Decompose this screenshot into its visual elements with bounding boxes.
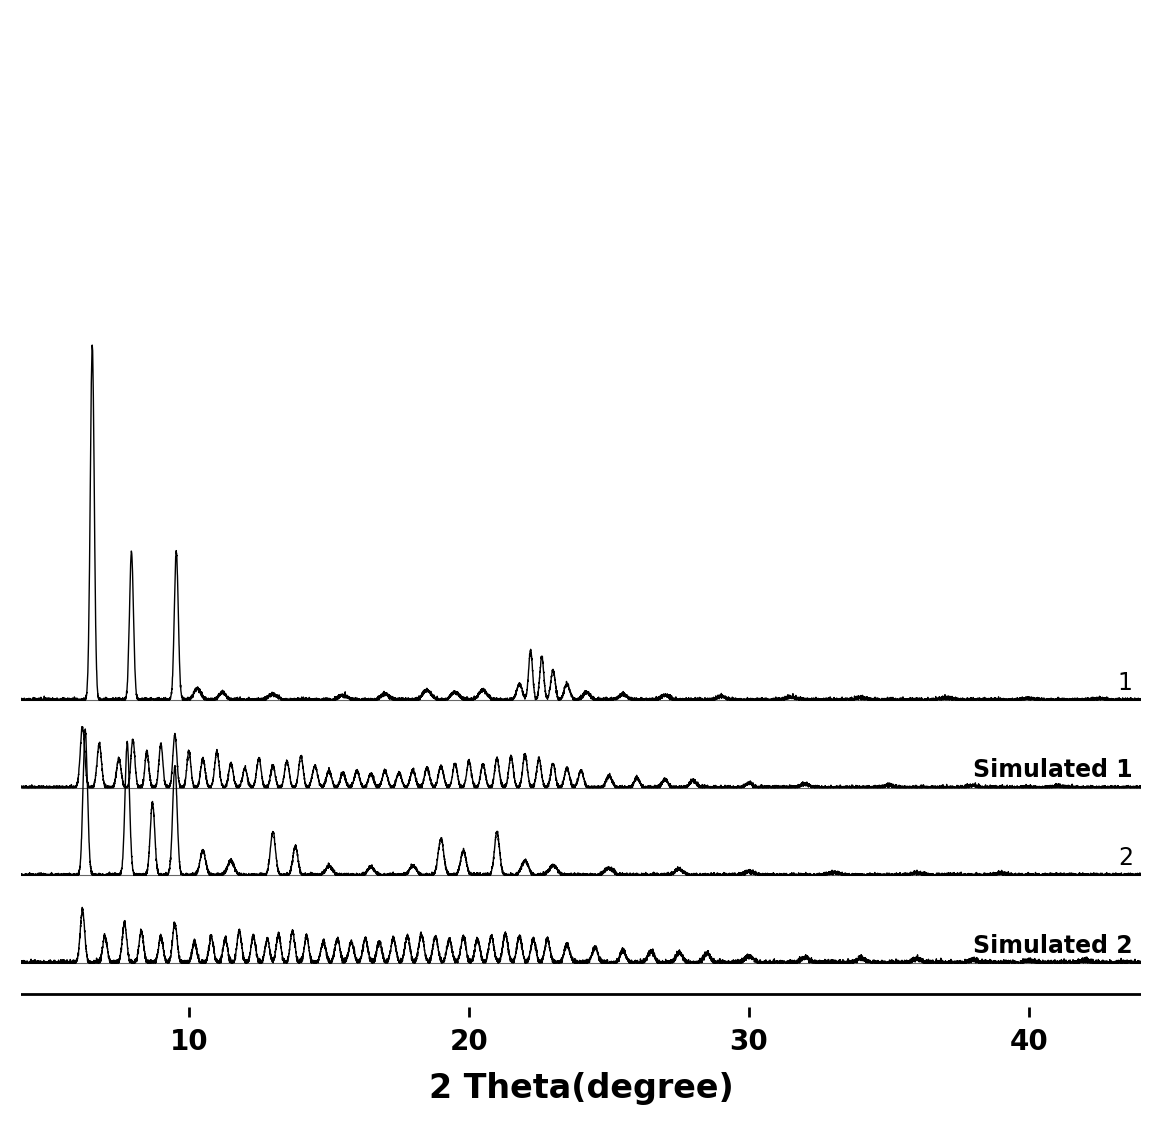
Text: 2: 2 — [1118, 846, 1133, 870]
Text: Simulated 2: Simulated 2 — [973, 933, 1133, 957]
Text: 1: 1 — [1118, 671, 1133, 695]
X-axis label: 2 Theta(degree): 2 Theta(degree) — [429, 1072, 733, 1105]
Text: Simulated 1: Simulated 1 — [973, 758, 1133, 783]
